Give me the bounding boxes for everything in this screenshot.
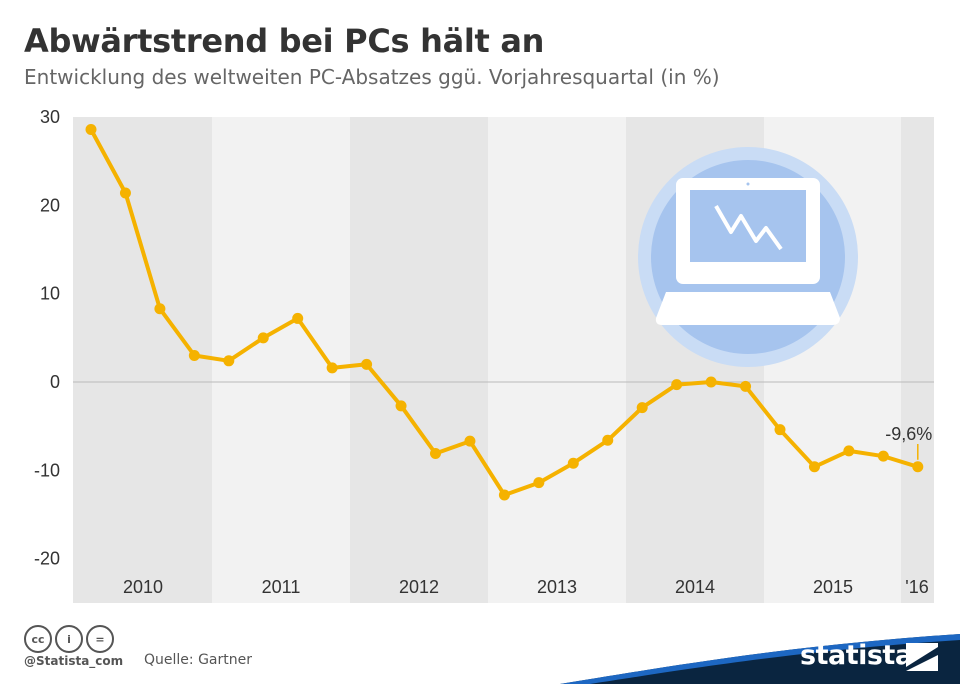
statista-logo[interactable]: statista: [800, 640, 913, 671]
data-point[interactable]: [188, 350, 200, 362]
y-tick-label: -20: [34, 549, 60, 569]
x-tick-label: '16: [905, 577, 928, 597]
footer: [0, 616, 960, 684]
footer-swoosh: [560, 634, 960, 684]
x-tick-label: 2011: [262, 577, 301, 597]
x-tick-label: 2013: [537, 577, 577, 597]
data-point[interactable]: [85, 123, 97, 135]
y-tick-label: 0: [50, 372, 60, 392]
y-tick-label: -10: [34, 460, 60, 480]
data-point[interactable]: [395, 400, 407, 412]
year-band: [901, 117, 934, 603]
year-band: [73, 117, 212, 603]
year-band: [350, 117, 488, 603]
data-point[interactable]: [326, 362, 338, 374]
data-point[interactable]: [498, 489, 510, 501]
source-note: Quelle: Gartner: [144, 652, 252, 668]
data-point[interactable]: [671, 379, 683, 391]
data-point[interactable]: [154, 303, 166, 315]
data-point[interactable]: [705, 376, 717, 388]
data-point[interactable]: [740, 380, 752, 392]
data-point[interactable]: [843, 445, 855, 457]
data-point[interactable]: [808, 461, 820, 473]
no-derivatives-icon[interactable]: =: [86, 625, 114, 653]
data-point[interactable]: [119, 187, 131, 199]
data-point[interactable]: [877, 450, 889, 462]
y-tick-label: 20: [40, 195, 60, 215]
x-tick-label: 2015: [813, 577, 853, 597]
last-value-label: -9,6%: [885, 424, 932, 444]
data-point[interactable]: [774, 424, 786, 436]
statista-logo-mark-icon: [906, 643, 938, 671]
cc-icon[interactable]: cc: [24, 625, 52, 653]
data-point[interactable]: [602, 434, 614, 446]
data-point[interactable]: [292, 312, 304, 324]
data-point[interactable]: [636, 402, 648, 414]
page-title: Abwärtstrend bei PCs hält an: [24, 22, 545, 60]
data-point[interactable]: [567, 457, 579, 469]
laptop-decline-icon: [638, 147, 858, 367]
y-tick-label: 30: [40, 107, 60, 127]
data-point[interactable]: [430, 448, 441, 460]
y-tick-label: 10: [40, 284, 60, 304]
chart-series: [85, 123, 924, 501]
page-subtitle: Entwicklung des weltweiten PC-Absatzes g…: [24, 65, 720, 89]
data-point[interactable]: [257, 332, 269, 344]
x-tick-label: 2012: [399, 577, 439, 597]
data-point[interactable]: [223, 355, 235, 367]
attribution-icon[interactable]: i: [55, 625, 83, 653]
data-point[interactable]: [361, 358, 373, 370]
data-point[interactable]: [533, 477, 545, 489]
data-point[interactable]: [464, 435, 476, 447]
data-point[interactable]: [912, 461, 924, 473]
x-tick-label: 2014: [675, 577, 715, 597]
license-icons: cc i =: [24, 625, 114, 653]
x-tick-label: 2010: [123, 577, 163, 597]
statista-handle[interactable]: @Statista_com: [24, 654, 124, 668]
